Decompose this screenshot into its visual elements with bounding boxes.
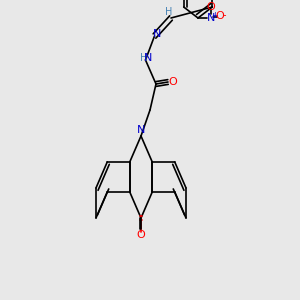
Text: H: H: [165, 7, 172, 17]
Text: N: N: [144, 53, 153, 63]
Text: N: N: [152, 29, 161, 39]
Text: N: N: [206, 13, 215, 23]
Text: N: N: [137, 125, 145, 135]
Text: O: O: [206, 2, 215, 12]
Text: O: O: [169, 77, 178, 87]
Text: O: O: [136, 230, 146, 240]
Text: H: H: [140, 53, 147, 63]
Text: -: -: [222, 10, 226, 20]
Text: +: +: [211, 11, 218, 20]
Text: O: O: [215, 11, 224, 21]
